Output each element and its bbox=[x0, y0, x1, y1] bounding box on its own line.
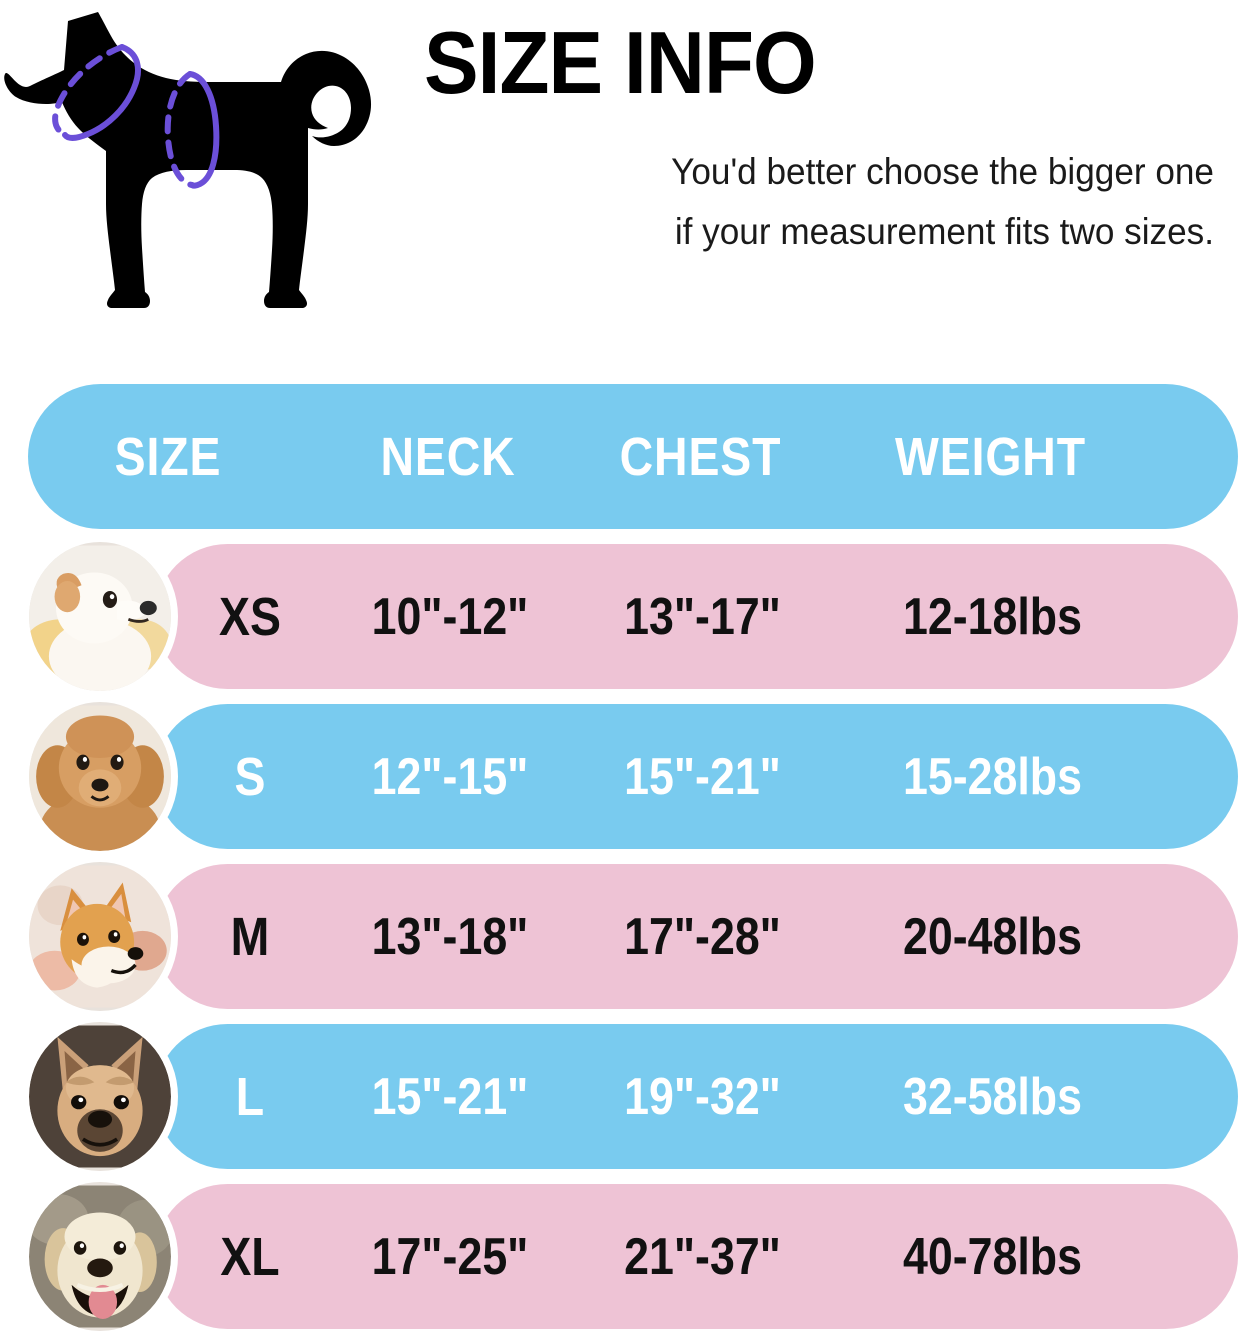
table-row[interactable]: L 15"-21" 19"-32" 32-58lbs bbox=[0, 1015, 1247, 1178]
cell-weight-l: 32-58lbs bbox=[902, 1067, 1082, 1126]
cell-weight-s: 15-28lbs bbox=[902, 747, 1082, 806]
dog-photo-labrador-retriever bbox=[22, 1175, 178, 1338]
cell-neck-xs: 10"-12" bbox=[371, 587, 529, 646]
cell-neck-s: 12"-15" bbox=[371, 747, 529, 806]
cell-weight-xl: 40-78lbs bbox=[902, 1227, 1082, 1286]
cell-chest-xs: 13"-17" bbox=[624, 587, 781, 646]
cell-chest-m: 17"-28" bbox=[624, 907, 781, 966]
table-header-row: SIZE NECK CHEST WEIGHT bbox=[0, 384, 1247, 529]
table-row[interactable]: S 12"-15" 15"-21" 15-28lbs bbox=[0, 695, 1247, 858]
cell-neck-l: 15"-21" bbox=[371, 1067, 529, 1126]
table-row[interactable]: XL 17"-25" 21"-37" 40-78lbs bbox=[0, 1175, 1247, 1338]
page-title: SIZE INFO bbox=[424, 13, 817, 112]
column-header-weight: WEIGHT bbox=[895, 426, 1086, 487]
cell-weight-m: 20-48lbs bbox=[902, 907, 1082, 966]
row-pill-s: S 12"-15" 15"-21" 15-28lbs bbox=[155, 704, 1238, 849]
table-row[interactable]: XS 10"-12" 13"-17" 12-18lbs bbox=[0, 535, 1247, 698]
row-pill-m: M 13"-18" 17"-28" 20-48lbs bbox=[155, 864, 1238, 1009]
header-section: SIZE INFO You'd better choose the bigger… bbox=[0, 0, 1247, 360]
row-pill-xs: XS 10"-12" 13"-17" 12-18lbs bbox=[155, 544, 1238, 689]
row-pill-xl: XL 17"-25" 21"-37" 40-78lbs bbox=[155, 1184, 1238, 1329]
cell-size-m: M bbox=[230, 906, 270, 967]
cell-chest-s: 15"-21" bbox=[624, 747, 781, 806]
subtitle-line-1: You'd better choose the bigger one bbox=[671, 150, 1214, 192]
dog-silhouette-illustration bbox=[2, 8, 402, 326]
dog-photo-toy-poodle bbox=[22, 695, 178, 858]
cell-neck-m: 13"-18" bbox=[371, 907, 529, 966]
dog-photo-pomeranian bbox=[22, 535, 178, 698]
column-header-chest: CHEST bbox=[619, 426, 782, 487]
chest-ring-dashed-back bbox=[164, 71, 195, 188]
neck-ring-solid-front bbox=[62, 44, 141, 141]
size-table: SIZE NECK CHEST WEIGHT XS 10"-12" 13"-17… bbox=[0, 384, 1247, 1344]
chest-ring-solid-front bbox=[187, 71, 220, 189]
dog-photo-shiba-inu bbox=[22, 855, 178, 1018]
page-subtitle: You'd better choose the bigger one if yo… bbox=[464, 108, 1214, 262]
neck-ring-dashed-back bbox=[52, 44, 125, 138]
cell-chest-xl: 21"-37" bbox=[624, 1227, 781, 1286]
column-header-size: SIZE bbox=[114, 426, 222, 487]
cell-neck-xl: 17"-25" bbox=[371, 1227, 529, 1286]
dog-photo-french-bulldog bbox=[22, 1015, 178, 1178]
cell-size-xl: XL bbox=[220, 1226, 280, 1287]
dog-silhouette-svg bbox=[4, 12, 372, 308]
cell-chest-l: 19"-32" bbox=[624, 1067, 781, 1126]
title-block: SIZE INFO You'd better choose the bigger… bbox=[424, 18, 1214, 262]
row-pill-l: L 15"-21" 19"-32" 32-58lbs bbox=[155, 1024, 1238, 1169]
table-header-pill: SIZE NECK CHEST WEIGHT bbox=[28, 384, 1238, 529]
table-row[interactable]: M 13"-18" 17"-28" 20-48lbs bbox=[0, 855, 1247, 1018]
dog-body-shape bbox=[4, 12, 372, 308]
column-header-neck: NECK bbox=[380, 426, 516, 487]
cell-size-s: S bbox=[234, 746, 266, 807]
cell-size-l: L bbox=[235, 1066, 265, 1127]
subtitle-line-2: if your measurement fits two sizes. bbox=[674, 210, 1214, 252]
cell-size-xs: XS bbox=[219, 586, 281, 647]
cell-weight-xs: 12-18lbs bbox=[902, 587, 1082, 646]
